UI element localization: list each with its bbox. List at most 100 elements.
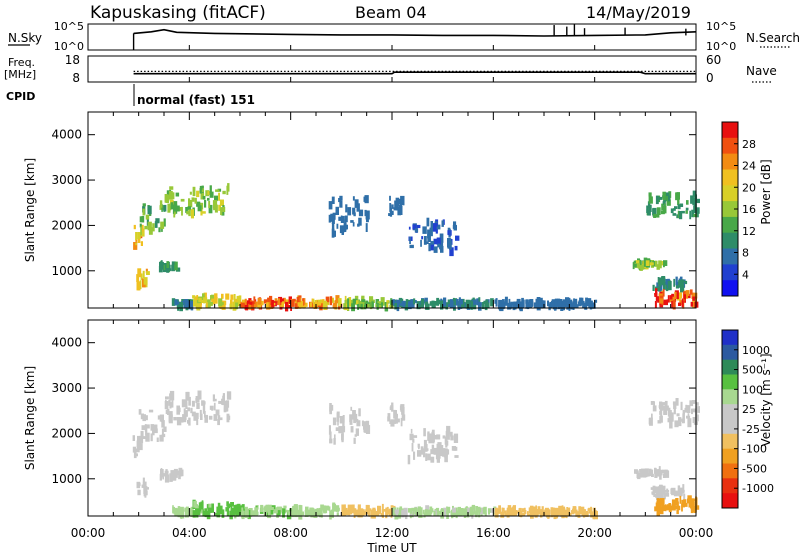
echo-cell bbox=[484, 513, 487, 516]
echo-cell bbox=[404, 302, 409, 311]
echo-cell bbox=[187, 407, 190, 412]
echo-cell bbox=[408, 301, 412, 310]
echo-cell bbox=[422, 302, 424, 309]
echo-cell bbox=[309, 513, 311, 517]
echo-cell bbox=[343, 303, 346, 308]
echo-cell bbox=[337, 418, 339, 426]
echo-cell bbox=[673, 401, 677, 409]
echo-cell bbox=[447, 506, 451, 514]
y-tick-label: 2000 bbox=[51, 426, 82, 440]
echo-cell bbox=[241, 504, 245, 511]
freq-left-tick-bottom: 8 bbox=[72, 71, 80, 85]
echo-cell bbox=[375, 299, 380, 305]
echo-cell bbox=[363, 196, 367, 202]
echo-cell bbox=[424, 509, 428, 517]
colorbar-swatch bbox=[722, 216, 738, 234]
echo-cell bbox=[220, 207, 223, 216]
echo-cell bbox=[662, 191, 666, 201]
echo-cell bbox=[351, 504, 355, 514]
echo-cell bbox=[669, 419, 673, 429]
echo-cell bbox=[218, 400, 222, 404]
echo-cell bbox=[566, 303, 569, 310]
echo-cell bbox=[136, 274, 140, 282]
echo-cell bbox=[175, 192, 180, 197]
echo-cell bbox=[140, 413, 144, 417]
echo-cell bbox=[635, 260, 640, 264]
echo-cell bbox=[150, 424, 154, 431]
echo-cell bbox=[397, 511, 402, 519]
echo-cell bbox=[510, 507, 514, 514]
echo-cell bbox=[537, 299, 542, 308]
echo-cell bbox=[511, 304, 513, 308]
echo-cell bbox=[671, 300, 674, 309]
echo-cell bbox=[316, 508, 319, 515]
echo-cell bbox=[562, 300, 566, 305]
echo-cell bbox=[427, 431, 430, 441]
echo-cell bbox=[498, 505, 501, 514]
echo-cell bbox=[686, 290, 690, 296]
echo-cell bbox=[430, 243, 435, 251]
echo-cell bbox=[169, 402, 172, 409]
echo-cell bbox=[417, 450, 422, 457]
echo-cell bbox=[257, 301, 262, 309]
echo-cell bbox=[277, 298, 280, 305]
echo-cell bbox=[695, 198, 700, 204]
echo-cell bbox=[378, 304, 382, 308]
echo-cell bbox=[338, 426, 343, 434]
echo-cell bbox=[140, 430, 144, 439]
echo-cell bbox=[365, 223, 368, 232]
echo-cell bbox=[338, 198, 342, 203]
echo-cell bbox=[673, 278, 676, 287]
echo-cell bbox=[142, 436, 146, 439]
echo-cell bbox=[362, 509, 365, 513]
echo-cell bbox=[172, 261, 176, 267]
echo-cell bbox=[283, 505, 287, 509]
echo-cell bbox=[331, 228, 335, 238]
echo-cell bbox=[409, 433, 414, 441]
echo-cell bbox=[401, 414, 406, 421]
echo-cell bbox=[646, 209, 651, 213]
echo-cell bbox=[315, 301, 318, 306]
echo-cell bbox=[690, 301, 694, 307]
echo-cell bbox=[248, 300, 253, 310]
echo-cell bbox=[140, 228, 145, 237]
echo-cell bbox=[553, 510, 557, 520]
echo-cell bbox=[222, 300, 227, 306]
echo-cell bbox=[191, 197, 195, 202]
echo-cell bbox=[387, 416, 391, 422]
echo-cell bbox=[459, 508, 464, 515]
echo-cell bbox=[233, 504, 238, 514]
echo-cell bbox=[187, 206, 192, 211]
echo-cell bbox=[209, 185, 212, 193]
echo-cell bbox=[441, 220, 444, 227]
echo-cell bbox=[364, 425, 367, 433]
echo-cell bbox=[429, 506, 433, 514]
echo-cell bbox=[584, 511, 589, 517]
echo-cell bbox=[137, 489, 141, 496]
echo-cell bbox=[191, 411, 196, 417]
echo-cell bbox=[671, 293, 675, 299]
echo-cell bbox=[215, 409, 220, 416]
echo-cell bbox=[154, 221, 158, 228]
echo-cell bbox=[175, 267, 181, 272]
echo-cell bbox=[204, 411, 206, 418]
echo-cell bbox=[678, 417, 682, 427]
echo-cell bbox=[578, 506, 581, 515]
echo-cell bbox=[358, 217, 362, 226]
echo-cell bbox=[572, 301, 575, 310]
echo-cell bbox=[331, 220, 335, 230]
echo-cell bbox=[696, 505, 700, 510]
echo-cell bbox=[364, 195, 369, 204]
colorbar-swatch bbox=[722, 153, 738, 170]
echo-cell bbox=[216, 509, 219, 517]
echo-cell bbox=[652, 405, 657, 412]
echo-cell bbox=[675, 276, 678, 286]
echo-cell bbox=[661, 402, 666, 406]
echo-cell bbox=[574, 506, 577, 514]
echo-cell bbox=[221, 209, 225, 216]
echo-cell bbox=[398, 297, 402, 307]
echo-cell bbox=[503, 510, 507, 514]
echo-cell bbox=[140, 273, 143, 281]
echo-cell bbox=[438, 510, 442, 515]
echo-cell bbox=[662, 289, 665, 297]
